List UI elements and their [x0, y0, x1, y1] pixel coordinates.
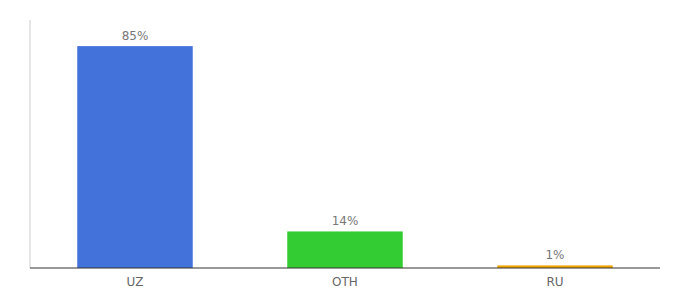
y-axis-line — [30, 20, 31, 268]
x-axis-line — [30, 268, 660, 269]
x-tick-label: UZ — [127, 275, 144, 289]
x-tick-label: RU — [546, 275, 563, 289]
data-label: 1% — [545, 248, 564, 262]
data-label: 85% — [122, 29, 149, 43]
bars — [77, 46, 613, 268]
chart: 85% 14% 1% UZ OTH RU — [0, 0, 680, 300]
x-tick-label: OTH — [332, 275, 358, 289]
data-label: 14% — [332, 214, 359, 228]
bar — [287, 231, 403, 268]
chart-container: 85% 14% 1% UZ OTH RU — [0, 0, 680, 300]
bar — [77, 46, 193, 268]
